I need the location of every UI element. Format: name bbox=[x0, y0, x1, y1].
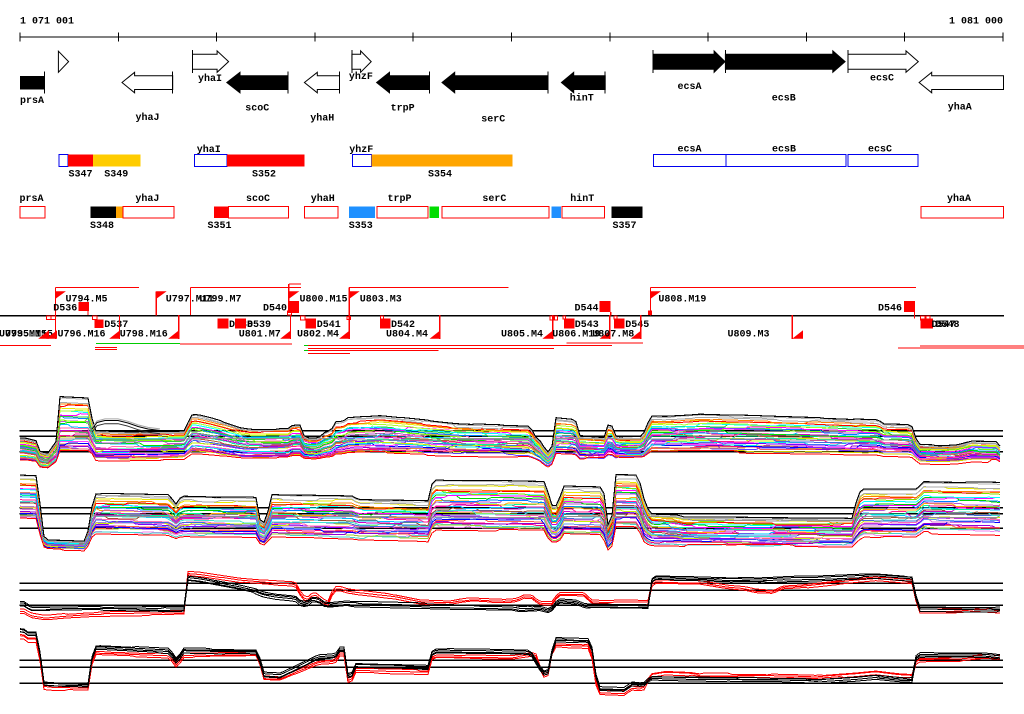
svg-text:yhaJ: yhaJ bbox=[135, 193, 159, 205]
svg-text:1 081 000: 1 081 000 bbox=[949, 17, 1003, 28]
svg-text:trpP: trpP bbox=[388, 194, 412, 205]
svg-text:D536: D536 bbox=[53, 303, 77, 314]
svg-text:U794.M5: U794.M5 bbox=[66, 294, 108, 305]
svg-text:D537: D537 bbox=[104, 320, 128, 331]
svg-text:yhzF: yhzF bbox=[349, 71, 373, 83]
svg-text:D547: D547 bbox=[932, 320, 956, 331]
svg-text:yhaI: yhaI bbox=[198, 73, 222, 85]
svg-text:U804.M4: U804.M4 bbox=[386, 330, 428, 341]
svg-text:U793.M15: U793.M15 bbox=[0, 330, 47, 341]
svg-text:S354: S354 bbox=[428, 170, 452, 181]
svg-text:U800.M15: U800.M15 bbox=[300, 294, 348, 305]
svg-text:trpP: trpP bbox=[391, 104, 415, 115]
svg-text:U807.M8: U807.M8 bbox=[592, 330, 634, 341]
svg-text:D546: D546 bbox=[878, 303, 902, 314]
svg-text:U803.M3: U803.M3 bbox=[360, 294, 402, 305]
svg-text:D540: D540 bbox=[263, 303, 287, 314]
svg-text:yhaA: yhaA bbox=[947, 193, 971, 205]
svg-text:yhaA: yhaA bbox=[948, 102, 972, 114]
svg-text:ecsC: ecsC bbox=[870, 74, 894, 85]
svg-text:yhaH: yhaH bbox=[311, 193, 335, 205]
svg-text:D545: D545 bbox=[625, 320, 649, 331]
svg-text:ecsA: ecsA bbox=[678, 145, 702, 156]
svg-text:yhaI: yhaI bbox=[197, 144, 221, 156]
svg-text:U795.M15: U795.M15 bbox=[5, 330, 53, 341]
svg-text:yhzF: yhzF bbox=[349, 144, 373, 156]
svg-text:ecsB: ecsB bbox=[772, 145, 796, 156]
svg-text:scoC: scoC bbox=[245, 104, 269, 115]
svg-text:D541: D541 bbox=[317, 320, 341, 331]
svg-text:D548: D548 bbox=[936, 320, 960, 331]
svg-text:U809.M3: U809.M3 bbox=[728, 330, 770, 341]
svg-text:S351: S351 bbox=[208, 221, 232, 232]
svg-text:S347: S347 bbox=[69, 170, 93, 181]
svg-text:U802.M4: U802.M4 bbox=[297, 330, 339, 341]
svg-text:U808.M19: U808.M19 bbox=[658, 294, 706, 305]
svg-text:ecsB: ecsB bbox=[772, 94, 796, 105]
svg-text:D544: D544 bbox=[575, 303, 599, 314]
svg-text:ecsC: ecsC bbox=[868, 145, 892, 156]
svg-text:S348: S348 bbox=[90, 221, 114, 232]
svg-text:U806.M19: U806.M19 bbox=[552, 330, 600, 341]
svg-text:U797.M11: U797.M11 bbox=[166, 294, 214, 305]
svg-text:prsA: prsA bbox=[20, 194, 44, 205]
svg-text:D543: D543 bbox=[575, 320, 599, 331]
svg-text:serC: serC bbox=[482, 194, 506, 205]
svg-text:1 071 001: 1 071 001 bbox=[20, 17, 74, 28]
svg-text:scoC: scoC bbox=[246, 194, 270, 205]
svg-text:D542: D542 bbox=[391, 320, 415, 331]
svg-text:S357: S357 bbox=[613, 221, 637, 232]
svg-text:S352: S352 bbox=[252, 170, 276, 181]
svg-text:hinT: hinT bbox=[570, 193, 594, 205]
svg-text:yhaJ: yhaJ bbox=[136, 112, 160, 124]
svg-text:U798.M16: U798.M16 bbox=[120, 330, 168, 341]
svg-text:U801.M7: U801.M7 bbox=[239, 330, 281, 341]
svg-text:S353: S353 bbox=[349, 221, 373, 232]
svg-text:U799.M7: U799.M7 bbox=[200, 294, 242, 305]
svg-text:prsA: prsA bbox=[20, 96, 44, 107]
svg-text:hinT: hinT bbox=[570, 93, 594, 105]
svg-text:ecsA: ecsA bbox=[678, 82, 702, 93]
svg-text:U796.M16: U796.M16 bbox=[58, 330, 106, 341]
svg-text:U805.M4: U805.M4 bbox=[501, 330, 543, 341]
svg-text:D539: D539 bbox=[247, 320, 271, 331]
svg-text:S349: S349 bbox=[104, 170, 128, 181]
svg-text:serC: serC bbox=[481, 115, 505, 126]
svg-text:yhaH: yhaH bbox=[310, 112, 334, 124]
